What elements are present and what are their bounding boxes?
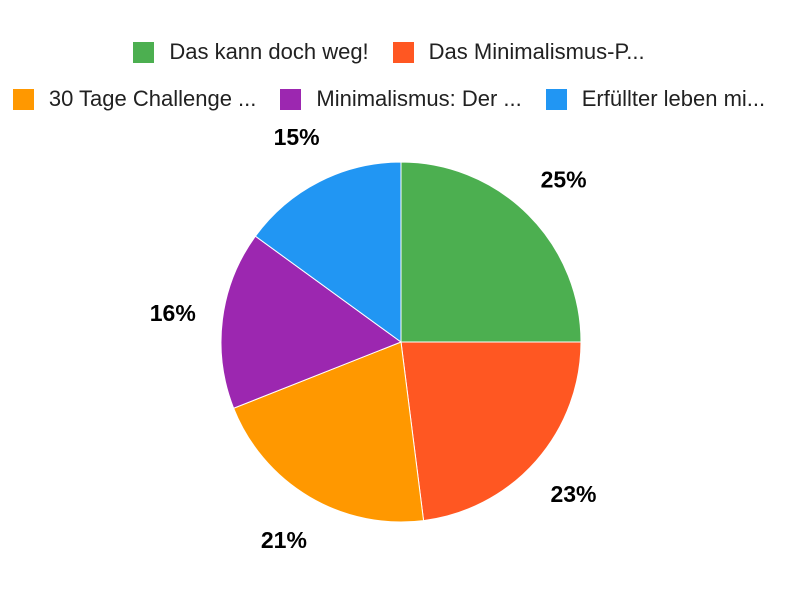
legend-color-swatch-icon [545, 88, 567, 110]
pie-slice[interactable] [254, 161, 402, 343]
legend-item: 30 Tage Challenge ... [12, 86, 257, 112]
pie-slice[interactable] [232, 341, 425, 523]
pie-slice-percent-label: 21% [261, 527, 307, 553]
legend-item: Das Minimalismus-P... [392, 39, 645, 65]
legend-label: Erfüllter leben mi... [581, 86, 766, 111]
legend-label: Minimalismus: Der ... [316, 86, 522, 111]
legend-label: 30 Tage Challenge ... [48, 86, 257, 111]
pie-slice[interactable] [220, 235, 403, 409]
pie-slice-percent-label: 25% [541, 166, 587, 192]
legend-label: Das Minimalismus-P... [428, 39, 645, 64]
legend-color-swatch-icon [12, 88, 34, 110]
pie-slice-percent-label: 15% [274, 124, 320, 150]
legend-row: Das kann doch weg! Das Minimalismus-P... [0, 39, 778, 65]
legend-row: 30 Tage Challenge ... Minimalismus: Der .… [0, 86, 778, 112]
legend-item: Erfüllter leben mi... [545, 86, 766, 112]
legend-label: Das kann doch weg! [169, 39, 369, 64]
legend-color-swatch-icon [280, 88, 302, 110]
chart-legend: Das kann doch weg! Das Minimalismus-P... 3… [0, 39, 778, 112]
pie-slice-percent-label: 23% [550, 481, 596, 507]
legend-item: Minimalismus: Der ... [280, 86, 522, 112]
legend-item: Das kann doch weg! [133, 39, 369, 65]
legend-color-swatch-icon [392, 41, 414, 63]
pie-slice[interactable] [400, 341, 582, 522]
pie-slice[interactable] [400, 161, 582, 343]
pie-slice-percent-label: 16% [150, 300, 196, 326]
legend-color-swatch-icon [133, 41, 155, 63]
